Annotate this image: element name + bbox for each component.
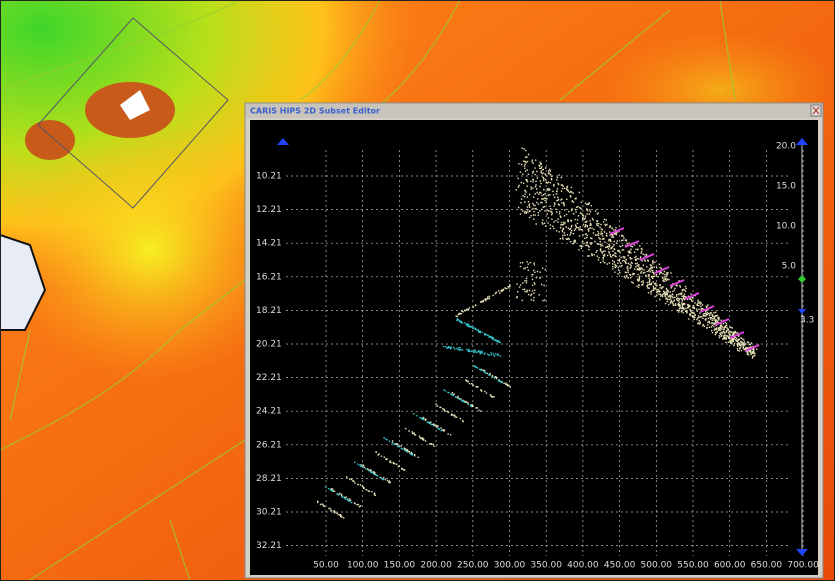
- x-label: 450.00: [604, 561, 636, 571]
- y-label: 16.21: [256, 272, 282, 282]
- x-label: 150.00: [384, 561, 416, 571]
- scale-label: 5.0: [782, 262, 797, 272]
- x-label: 700.00: [787, 561, 819, 571]
- editor-window: CARIS HIPS 2D Subset Editor 10.21 12.21 14…: [245, 103, 823, 578]
- y-label: 32.21: [256, 541, 282, 551]
- x-label: 350.00: [530, 561, 562, 571]
- y-label: 22.21: [256, 373, 282, 383]
- x-label: 50.00: [313, 561, 339, 571]
- x-label: 300.00: [494, 561, 526, 571]
- y-label: 14.21: [256, 239, 282, 249]
- x-label: 600.00: [714, 561, 746, 571]
- x-label: 550.00: [677, 561, 709, 571]
- x-label: 650.00: [751, 561, 783, 571]
- y-label: 20.21: [256, 340, 282, 350]
- x-label: 400.00: [567, 561, 599, 571]
- x-label: 500.00: [641, 561, 673, 571]
- screen: CARIS HIPS 2D Subset Editor 10.21 12.21 14…: [0, 0, 835, 581]
- y-label: 12.21: [256, 205, 282, 215]
- y-label: 30.21: [256, 508, 282, 518]
- x-label: 200.00: [420, 561, 452, 571]
- y-label: 24.21: [256, 407, 282, 417]
- y-label: 10.21: [256, 172, 282, 182]
- plot-area[interactable]: [250, 120, 818, 575]
- y-label: 28.21: [256, 474, 282, 484]
- scale-label: 10.0: [776, 222, 796, 232]
- x-label: 100.00: [347, 561, 379, 571]
- x-label: 250.00: [457, 561, 489, 571]
- scale-label: 20.0: [776, 142, 796, 152]
- window-title: CARIS HIPS 2D Subset Editor: [250, 107, 380, 116]
- scale-label: 15.0: [776, 182, 796, 192]
- page: CARIS HIPS 2D Subset Editor 10.21 12.21 14…: [0, 0, 835, 581]
- y-label: 26.21: [256, 440, 282, 450]
- y-label: 18.21: [256, 306, 282, 316]
